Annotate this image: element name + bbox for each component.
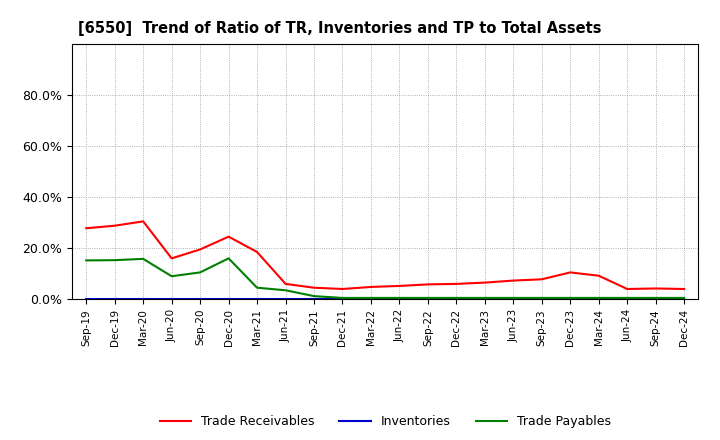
Inventories <box>480 297 489 302</box>
Trade Payables <box>652 295 660 301</box>
Trade Receivables <box>395 283 404 289</box>
Trade Receivables <box>452 281 461 286</box>
Trade Payables <box>395 295 404 301</box>
Trade Receivables <box>423 282 432 287</box>
Trade Payables <box>480 295 489 301</box>
Trade Receivables <box>566 270 575 275</box>
Inventories <box>282 297 290 302</box>
Trade Payables <box>282 288 290 293</box>
Trade Receivables <box>652 286 660 291</box>
Trade Payables <box>595 295 603 301</box>
Trade Payables <box>623 295 631 301</box>
Trade Payables <box>680 295 688 301</box>
Trade Receivables <box>310 285 318 290</box>
Inventories <box>566 297 575 302</box>
Inventories <box>225 297 233 302</box>
Trade Payables <box>310 293 318 299</box>
Inventories <box>595 297 603 302</box>
Inventories <box>452 297 461 302</box>
Trade Receivables <box>623 286 631 292</box>
Trade Payables <box>509 295 518 301</box>
Trade Payables <box>338 295 347 301</box>
Trade Receivables <box>82 226 91 231</box>
Trade Receivables <box>595 273 603 279</box>
Trade Payables <box>82 258 91 263</box>
Trade Receivables <box>480 280 489 285</box>
Inventories <box>623 297 631 302</box>
Inventories <box>509 297 518 302</box>
Inventories <box>680 297 688 302</box>
Trade Receivables <box>110 223 119 228</box>
Trade Receivables <box>167 256 176 261</box>
Line: Trade Payables: Trade Payables <box>86 258 684 298</box>
Trade Payables <box>225 256 233 261</box>
Trade Receivables <box>196 247 204 252</box>
Trade Payables <box>139 256 148 261</box>
Trade Receivables <box>509 278 518 283</box>
Inventories <box>139 297 148 302</box>
Legend: Trade Receivables, Inventories, Trade Payables: Trade Receivables, Inventories, Trade Pa… <box>155 411 616 433</box>
Inventories <box>537 297 546 302</box>
Inventories <box>652 297 660 302</box>
Trade Payables <box>452 295 461 301</box>
Inventories <box>310 297 318 302</box>
Trade Payables <box>253 285 261 290</box>
Trade Payables <box>196 270 204 275</box>
Inventories <box>253 297 261 302</box>
Inventories <box>167 297 176 302</box>
Trade Receivables <box>225 234 233 239</box>
Inventories <box>338 297 347 302</box>
Line: Trade Receivables: Trade Receivables <box>86 221 684 289</box>
Trade Receivables <box>366 284 375 290</box>
Trade Receivables <box>338 286 347 292</box>
Trade Payables <box>167 274 176 279</box>
Inventories <box>395 297 404 302</box>
Trade Receivables <box>680 286 688 292</box>
Inventories <box>110 297 119 302</box>
Trade Receivables <box>537 277 546 282</box>
Trade Receivables <box>139 219 148 224</box>
Trade Receivables <box>253 249 261 255</box>
Trade Payables <box>110 257 119 263</box>
Inventories <box>82 297 91 302</box>
Text: [6550]  Trend of Ratio of TR, Inventories and TP to Total Assets: [6550] Trend of Ratio of TR, Inventories… <box>78 21 602 36</box>
Inventories <box>366 297 375 302</box>
Inventories <box>423 297 432 302</box>
Trade Payables <box>566 295 575 301</box>
Trade Payables <box>423 295 432 301</box>
Trade Payables <box>537 295 546 301</box>
Trade Receivables <box>282 281 290 286</box>
Trade Payables <box>366 295 375 301</box>
Inventories <box>196 297 204 302</box>
